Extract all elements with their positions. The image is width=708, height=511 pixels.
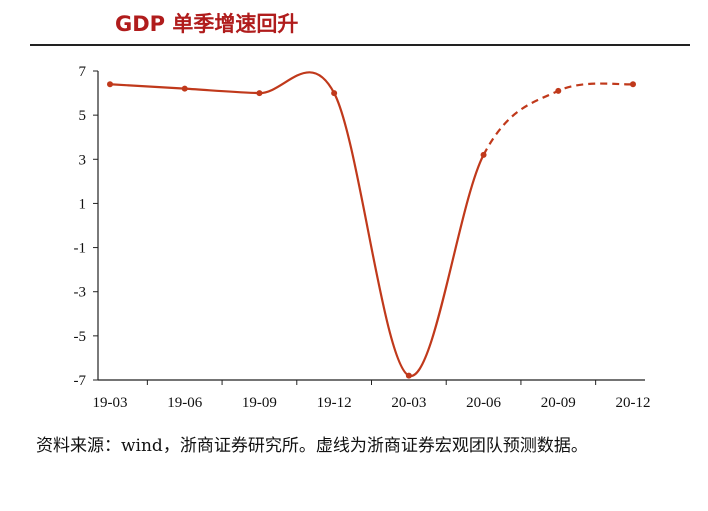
- x-tick-label: 19-06: [167, 395, 202, 411]
- data-point: [256, 90, 263, 97]
- data-point: [331, 90, 338, 97]
- x-tick-label: 19-09: [242, 395, 277, 411]
- chart-title: GDP 单季增速回升: [115, 12, 299, 36]
- y-axis-ticks: 7 5 3 1 -1 -3 -5 -7: [74, 64, 98, 389]
- data-point: [555, 87, 562, 94]
- x-tick-label: 20-12: [616, 395, 651, 411]
- chart-axes: [97, 71, 645, 381]
- data-point: [405, 372, 412, 379]
- x-tick-label: 20-09: [541, 395, 576, 411]
- data-point: [107, 81, 113, 88]
- y-tick-label: 7: [79, 64, 87, 80]
- y-tick-label: -3: [74, 285, 87, 301]
- y-tick-label: 5: [79, 108, 87, 124]
- x-tick-label: 20-06: [466, 395, 501, 411]
- y-tick-label: -5: [74, 329, 87, 345]
- source-note: 资料来源：wind，浙商证券研究所。虚线为浙商证券宏观团队预测数据。: [36, 436, 588, 456]
- title-rule: [30, 44, 690, 46]
- series-line-forecast: [482, 82, 634, 156]
- y-tick-label: 3: [79, 152, 87, 168]
- x-axis-ticks: 19-03 19-06 19-09 19-12 20-03 20-06 20-09 20-12: [93, 380, 651, 411]
- series-markers: [107, 81, 636, 379]
- y-tick-label: -7: [74, 373, 87, 389]
- x-tick-label: 19-03: [93, 395, 128, 411]
- y-tick-label: 1: [79, 196, 87, 212]
- gdp-line-chart: 7 5 3 1 -1 -3 -5 -7 19-03 19-06 19-09 19-12 20-03 20…: [74, 64, 651, 411]
- data-point: [630, 81, 636, 88]
- series-gdp-growth: [109, 71, 634, 377]
- y-tick-label: -1: [74, 241, 87, 257]
- data-point: [480, 151, 487, 158]
- series-line-actual: [109, 71, 485, 377]
- x-tick-label: 20-03: [391, 395, 426, 411]
- data-point: [181, 85, 188, 92]
- x-tick-label: 19-12: [317, 395, 352, 411]
